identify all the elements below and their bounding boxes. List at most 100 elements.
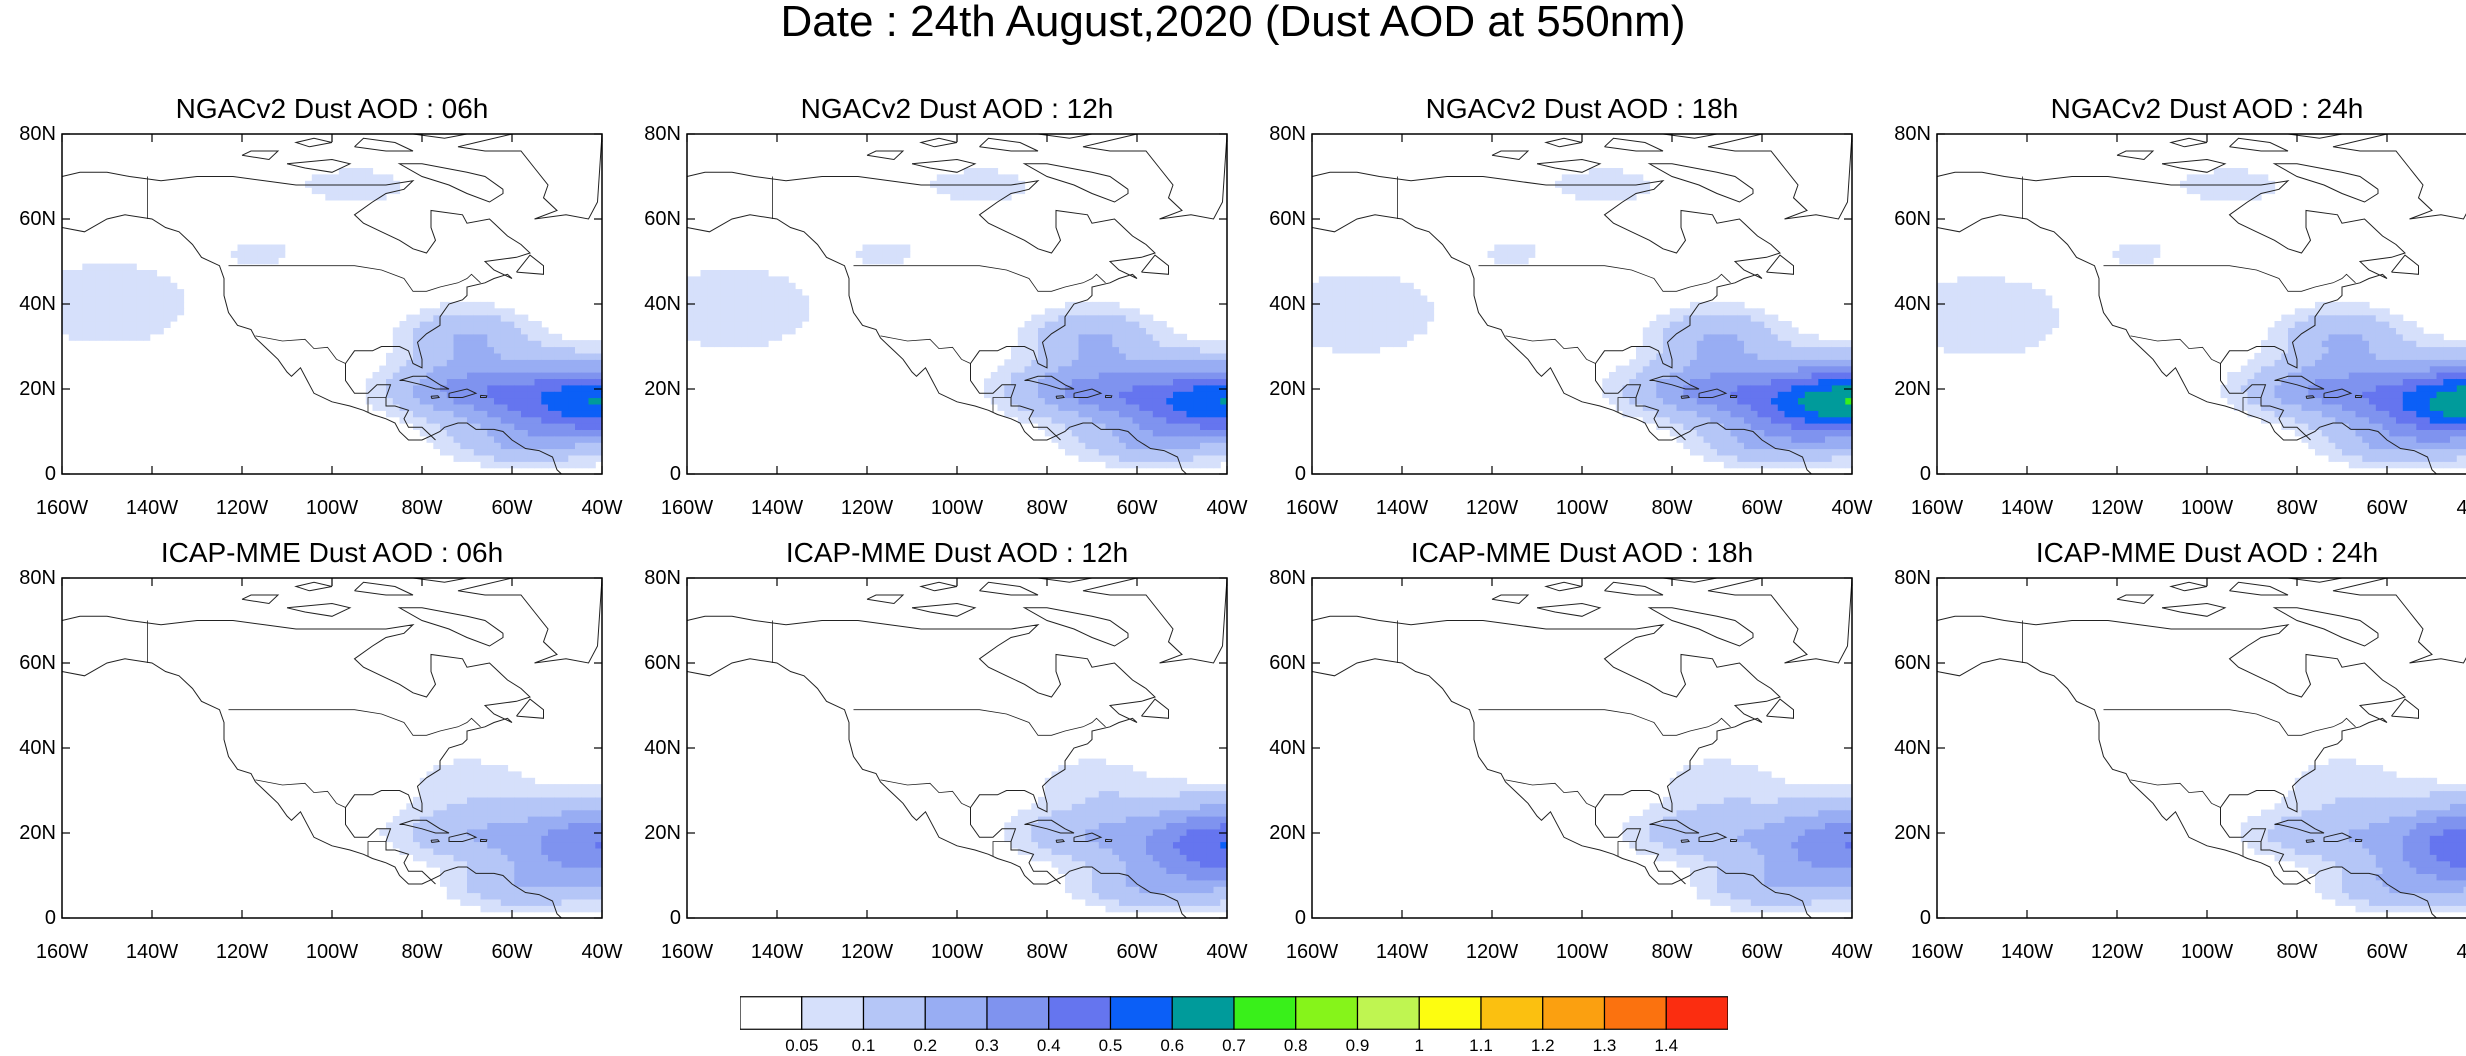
aod-cell [1703, 448, 1711, 456]
aod-cell [1098, 340, 1107, 348]
aod-cell [2443, 429, 2451, 437]
aod-cell [754, 282, 762, 290]
aod-cell [1669, 397, 1678, 405]
aod-cell [1065, 378, 1073, 386]
aod-cell [1058, 860, 1066, 868]
aod-cell [500, 321, 509, 328]
aod-cell [1811, 352, 1819, 360]
aod-cell [1024, 384, 1032, 392]
aod-cell [1017, 835, 1026, 843]
map-panel-ngacv2-12h: NGACv2 Dust AOD : 12h 80N 60N 40N 20N 0 160W 1… [644, 93, 1247, 518]
aod-cell [500, 314, 509, 322]
aod-cell [480, 860, 488, 868]
aod-cell [453, 784, 461, 792]
aod-cell [1683, 397, 1691, 405]
aod-cell [1723, 461, 1732, 469]
aod-cell [2348, 429, 2357, 437]
aod-cell [1206, 448, 1215, 456]
aod-cell [1649, 397, 1657, 405]
aod-cell [1038, 423, 1046, 430]
aod-cell [453, 314, 461, 322]
aod-cell [581, 378, 590, 386]
aod-cell [575, 435, 583, 443]
aod-cell [534, 873, 542, 881]
aod-cell [1838, 429, 1846, 437]
aod-cell [311, 187, 320, 195]
aod-cell [568, 423, 576, 430]
country-border [255, 779, 346, 808]
aod-cell [1717, 340, 1725, 348]
aod-cell [1991, 314, 1999, 322]
aod-cell [561, 372, 569, 379]
aod-cell [2409, 403, 2417, 411]
aod-cell [1318, 301, 1327, 309]
coastline [1544, 137, 1583, 148]
aod-cell [1152, 448, 1161, 456]
aod-cell [1950, 327, 1958, 335]
aod-cell [2382, 454, 2390, 462]
aod-cell [2463, 340, 2466, 348]
aod-cell [977, 174, 985, 182]
aod-cell [1703, 314, 1711, 322]
aod-cell [2342, 372, 2350, 379]
aod-cell [1065, 873, 1073, 881]
aod-cell [554, 359, 563, 367]
aod-cell [1723, 442, 1732, 450]
aod-cell [1784, 403, 1792, 411]
aod-cell [1690, 365, 1698, 373]
aod-cell [399, 816, 407, 823]
aod-cell [426, 423, 434, 430]
aod-cell [507, 372, 515, 379]
aod-cell [2369, 378, 2377, 386]
aod-cell [1757, 442, 1765, 450]
aod-cell [1957, 314, 1965, 322]
aod-cell [1085, 403, 1093, 411]
aod-cell [554, 403, 563, 411]
aod-cell [453, 365, 461, 373]
aod-cell [1737, 365, 1745, 373]
lat-tick-label: 0 [669, 463, 681, 485]
aod-cell [1703, 340, 1711, 348]
aod-cell [1399, 301, 1408, 309]
aod-cell [1710, 403, 1718, 411]
aod-cell [595, 352, 603, 360]
aod-cell [1669, 346, 1678, 354]
aod-cell [1051, 340, 1059, 348]
aod-cell [2429, 429, 2438, 437]
aod-cell [548, 816, 556, 823]
aod-cell [1085, 410, 1093, 418]
aod-cell [1676, 423, 1684, 430]
aod-cell [521, 340, 529, 348]
aod-cell [1125, 454, 1134, 462]
aod-cell [2011, 308, 2019, 316]
aod-cell [2288, 391, 2296, 399]
aod-cell [2321, 416, 2330, 424]
aod-cell [1092, 442, 1100, 450]
aod-cell [399, 365, 407, 373]
aod-cell [507, 365, 515, 373]
aod-cell [1629, 365, 1637, 373]
aod-cell [392, 333, 401, 341]
aod-cell [2402, 410, 2411, 418]
aod-cell [473, 435, 482, 443]
aod-cell [2355, 448, 2363, 456]
aod-cell [1683, 327, 1691, 335]
aod-cell [2409, 346, 2417, 354]
aod-cell [1950, 340, 1958, 348]
aod-cell [1937, 340, 1945, 348]
aod-cell [494, 828, 502, 836]
aod-cell [352, 193, 360, 201]
aod-cell [1784, 321, 1792, 328]
aod-cell [561, 416, 569, 424]
aod-cell [1984, 295, 1992, 303]
aod-cell [75, 270, 83, 277]
aod-cell [2389, 435, 2397, 443]
aod-cell [1730, 372, 1738, 379]
aod-cell [1051, 397, 1059, 405]
aod-cell [500, 403, 509, 411]
aod-cell [372, 378, 380, 386]
aod-cell [1595, 174, 1603, 182]
aod-cell [1831, 391, 1840, 399]
aod-cell [521, 314, 529, 322]
aod-cell [507, 454, 515, 462]
